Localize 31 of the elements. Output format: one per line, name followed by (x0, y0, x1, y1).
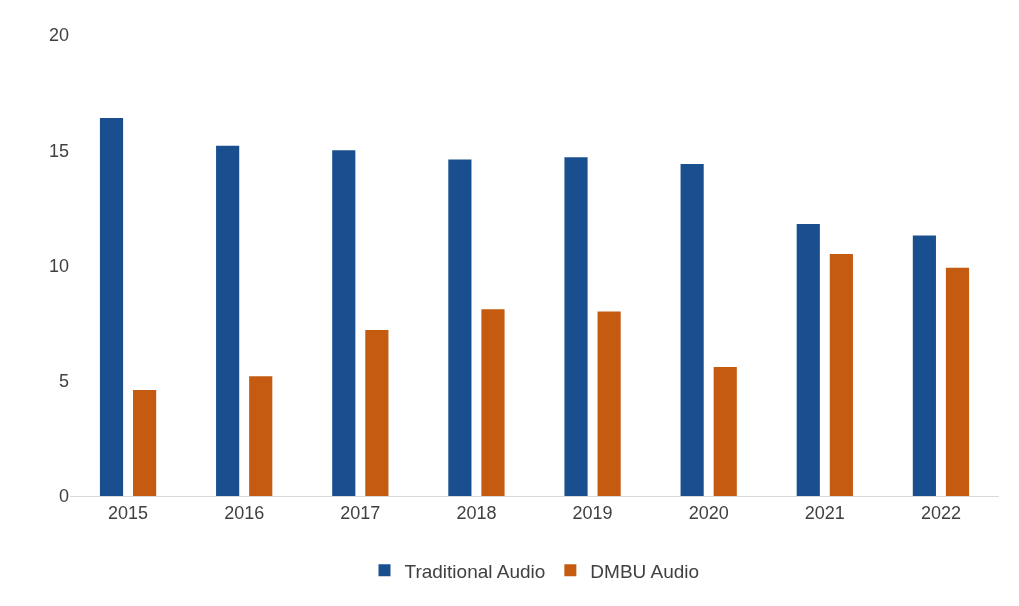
y-tick-label: 20 (48, 25, 69, 46)
bar (564, 157, 588, 496)
legend-label: Traditional Audio (404, 560, 546, 582)
bar (481, 309, 505, 496)
y-tick-label: 10 (48, 255, 69, 276)
legend-label: DMBU Audio (590, 560, 700, 582)
bar (713, 366, 737, 496)
x-tick-label: 2020 (688, 502, 729, 523)
bar (216, 145, 240, 496)
x-tick-label: 2021 (804, 502, 845, 523)
bar (99, 117, 124, 496)
x-tick-label: 2018 (456, 502, 497, 523)
bar (597, 311, 621, 496)
y-tick-label: 15 (48, 140, 69, 161)
x-tick-label: 2015 (108, 502, 149, 523)
bar (829, 253, 853, 496)
bar (945, 267, 970, 496)
bar (796, 224, 820, 496)
bar (133, 389, 157, 496)
bar (249, 376, 273, 496)
y-tick-label: 5 (58, 371, 69, 392)
bar (680, 164, 704, 496)
y-tick-label: 0 (58, 486, 69, 507)
bar (448, 159, 472, 496)
bar (332, 150, 356, 496)
x-tick-label: 2022 (920, 502, 961, 523)
x-tick-label: 2019 (572, 502, 613, 523)
x-tick-label: 2016 (224, 502, 265, 523)
bar (365, 330, 389, 496)
bar (912, 235, 936, 496)
x-tick-label: 2017 (340, 502, 381, 523)
